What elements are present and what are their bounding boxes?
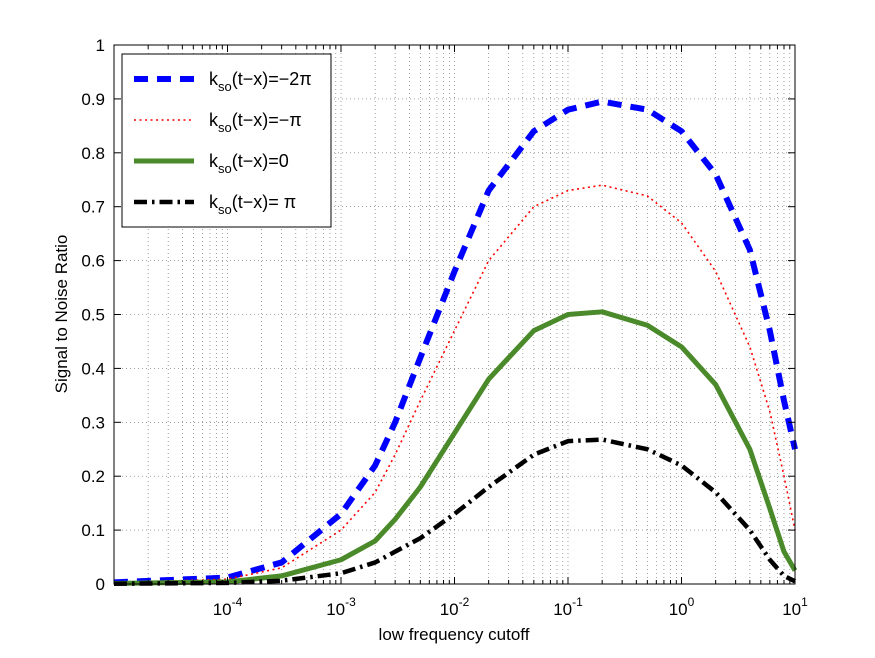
series-group bbox=[113, 98, 798, 586]
x-tick-base: 10 bbox=[440, 600, 459, 619]
grid bbox=[114, 45, 795, 584]
x-tick-base: 10 bbox=[669, 600, 688, 619]
x-tick-base: 10 bbox=[213, 600, 232, 619]
legend-label-sub: so bbox=[218, 120, 232, 135]
x-tick-label: 100 bbox=[669, 595, 695, 619]
x-tick-label: 10-3 bbox=[326, 595, 356, 619]
x-tick-label: 101 bbox=[782, 595, 808, 619]
y-tick-label: 0.7 bbox=[81, 198, 105, 217]
x-tick-exponent: -4 bbox=[232, 595, 243, 609]
x-tick-exponent: 1 bbox=[801, 595, 808, 609]
legend-label-main: k bbox=[209, 151, 219, 171]
legend-label-3: kso(t−x)=0 bbox=[209, 151, 289, 176]
legend-label-rest: (t−x)=0 bbox=[232, 151, 289, 171]
x-tick-exponent: -2 bbox=[459, 595, 470, 609]
y-tick-label: 0.8 bbox=[81, 144, 105, 163]
x-tick-label: 10-1 bbox=[553, 595, 583, 619]
legend-label-main: k bbox=[209, 192, 219, 212]
y-tick-label: 0.1 bbox=[81, 521, 105, 540]
legend-label-sub: so bbox=[218, 79, 232, 94]
y-tick-label: 0.6 bbox=[81, 252, 105, 271]
ticks bbox=[114, 44, 795, 585]
y-tick-label: 0 bbox=[96, 575, 105, 594]
legend-label-4: kso(t−x)= π bbox=[209, 192, 296, 217]
y-tick-label: 0.4 bbox=[81, 359, 105, 378]
x-tick-exponent: -1 bbox=[572, 595, 583, 609]
series-line-1 bbox=[113, 98, 798, 586]
y-tick-label: 0.2 bbox=[81, 467, 105, 486]
legend-label-rest: (t−x)=−2π bbox=[232, 69, 312, 89]
x-tick-base: 10 bbox=[782, 600, 801, 619]
legend-label-sub: so bbox=[218, 202, 232, 217]
legend-box bbox=[121, 53, 332, 228]
x-tick-exponent: 0 bbox=[688, 595, 695, 609]
legend-label-rest: (t−x)= π bbox=[232, 192, 296, 212]
legend-label-2: kso(t−x)=−π bbox=[209, 110, 302, 135]
legend-label-1: kso(t−x)=−2π bbox=[209, 69, 312, 94]
legend: kso(t−x)=−2πkso(t−x)=−πkso(t−x)=0kso(t−x… bbox=[121, 53, 332, 228]
legend-label-main: k bbox=[209, 110, 219, 130]
x-tick-label: 10-4 bbox=[213, 595, 243, 619]
y-axis-label: Signal to Noise Ratio bbox=[52, 235, 71, 394]
y-tick-label: 0.3 bbox=[81, 413, 105, 432]
legend-label-main: k bbox=[209, 69, 219, 89]
series-line-3 bbox=[113, 309, 798, 586]
legend-label-rest: (t−x)=−π bbox=[232, 110, 302, 130]
x-tick-base: 10 bbox=[326, 600, 345, 619]
x-tick-label: 10-2 bbox=[440, 595, 470, 619]
x-axis-label: low frequency cutoff bbox=[379, 625, 530, 644]
y-tick-label: 1 bbox=[96, 36, 105, 55]
legend-label-sub: so bbox=[218, 161, 232, 176]
x-tick-base: 10 bbox=[553, 600, 572, 619]
x-tick-exponent: -3 bbox=[345, 595, 356, 609]
y-tick-label: 0.5 bbox=[81, 306, 105, 325]
y-tick-label: 0.9 bbox=[81, 90, 105, 109]
